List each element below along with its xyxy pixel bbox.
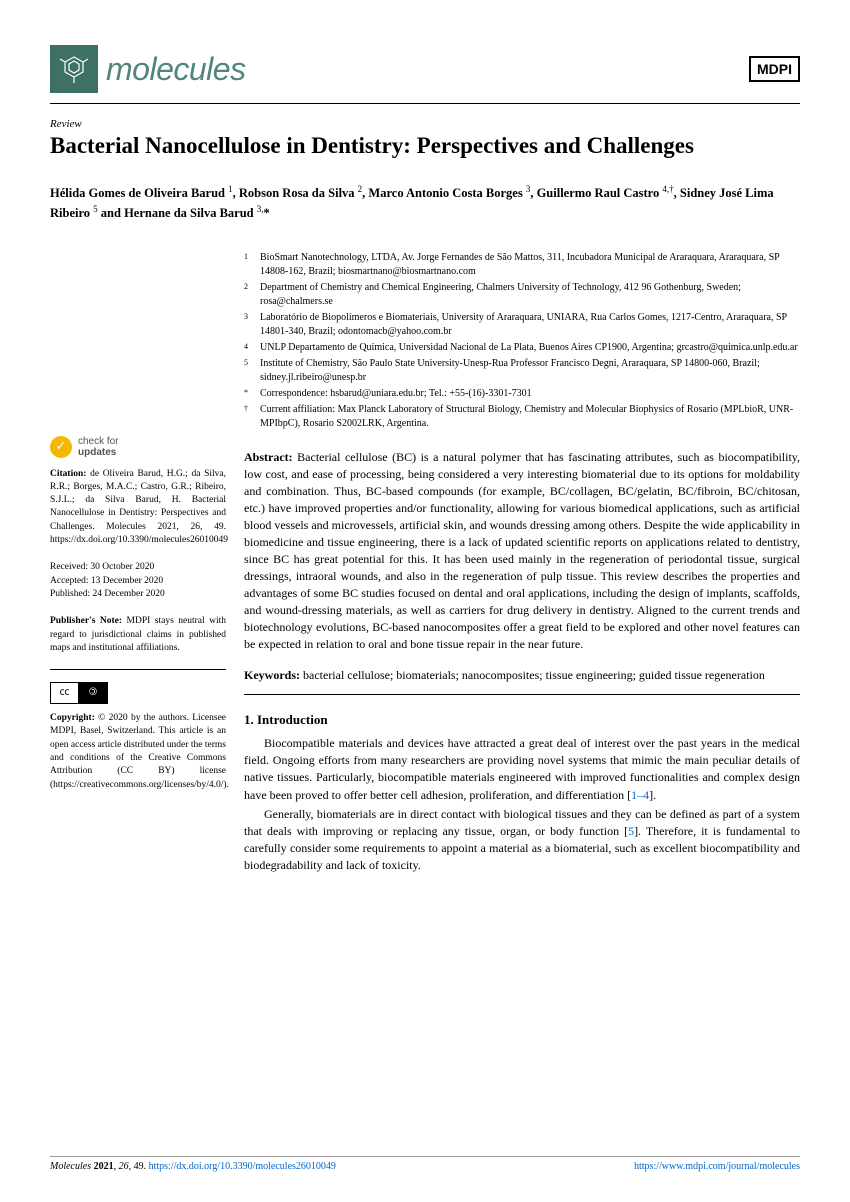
journal-url[interactable]: https://www.mdpi.com/journal/molecules bbox=[634, 1161, 800, 1172]
check-updates-label: check forupdates bbox=[78, 436, 119, 458]
article-type: Review bbox=[50, 118, 800, 130]
sidebar-rule bbox=[50, 669, 226, 670]
affiliation-item: 3Laboratório de Biopolímeros e Biomateri… bbox=[244, 311, 800, 339]
body-paragraph: Generally, biomaterials are in direct co… bbox=[244, 806, 800, 874]
accepted-date: Accepted: 13 December 2020 bbox=[50, 575, 226, 588]
abstract-block: Abstract: Bacterial cellulose (BC) is a … bbox=[244, 449, 800, 653]
section-heading: 1. Introduction bbox=[244, 711, 800, 729]
affiliation-item: 1BioSmart Nanotechnology, LTDA, Av. Jorg… bbox=[244, 251, 800, 279]
affiliations-list: 1BioSmart Nanotechnology, LTDA, Av. Jorg… bbox=[244, 251, 800, 431]
dates-block: Received: 30 October 2020 Accepted: 13 D… bbox=[50, 561, 226, 601]
main-column: 1BioSmart Nanotechnology, LTDA, Av. Jorg… bbox=[244, 251, 800, 876]
citation-block: Citation: de Oliveira Barud, H.G.; da Si… bbox=[50, 468, 226, 548]
footer-citation: Molecules 2021, 26, 49. https://dx.doi.o… bbox=[50, 1161, 336, 1172]
cc-license-badge[interactable]: ㏄ 🄯 bbox=[50, 682, 108, 704]
affiliation-item: †Current affiliation: Max Planck Laborat… bbox=[244, 403, 800, 431]
journal-name: molecules bbox=[106, 51, 246, 88]
page-footer: Molecules 2021, 26, 49. https://dx.doi.o… bbox=[50, 1156, 800, 1172]
body-paragraph: Biocompatible materials and devices have… bbox=[244, 735, 800, 803]
authors-list: Hélida Gomes de Oliveira Barud 1, Robson… bbox=[50, 183, 800, 223]
publisher-badge: MDPI bbox=[749, 56, 800, 82]
affiliation-item: 4UNLP Departamento de Química, Universid… bbox=[244, 341, 800, 355]
page-header: molecules MDPI bbox=[50, 45, 800, 93]
affiliation-item: *Correspondence: hsbarud@uniara.edu.br; … bbox=[244, 387, 800, 401]
affiliation-item: 2Department of Chemistry and Chemical En… bbox=[244, 281, 800, 309]
molecules-icon bbox=[50, 45, 98, 93]
copyright-block: Copyright: © 2020 by the authors. Licens… bbox=[50, 712, 226, 792]
publisher-note: Publisher's Note: MDPI stays neutral wit… bbox=[50, 615, 226, 655]
keywords-block: Keywords: bacterial cellulose; biomateri… bbox=[244, 667, 800, 684]
article-title: Bacterial Nanocellulose in Dentistry: Pe… bbox=[50, 132, 800, 161]
published-date: Published: 24 December 2020 bbox=[50, 588, 226, 601]
sidebar-column: ✓ check forupdates Citation: de Oliveira… bbox=[50, 251, 226, 876]
section-rule bbox=[244, 694, 800, 695]
received-date: Received: 30 October 2020 bbox=[50, 561, 226, 574]
doi-link[interactable]: https://dx.doi.org/10.3390/molecules2601… bbox=[149, 1161, 336, 1172]
check-icon: ✓ bbox=[50, 436, 72, 458]
affiliation-item: 5Institute of Chemistry, São Paulo State… bbox=[244, 357, 800, 385]
ref-link[interactable]: 1–4 bbox=[631, 788, 649, 802]
by-icon: 🄯 bbox=[79, 683, 107, 703]
check-updates-badge[interactable]: ✓ check forupdates bbox=[50, 436, 226, 458]
journal-logo: molecules bbox=[50, 45, 246, 93]
cc-icon: ㏄ bbox=[51, 683, 79, 703]
header-rule bbox=[50, 103, 800, 104]
